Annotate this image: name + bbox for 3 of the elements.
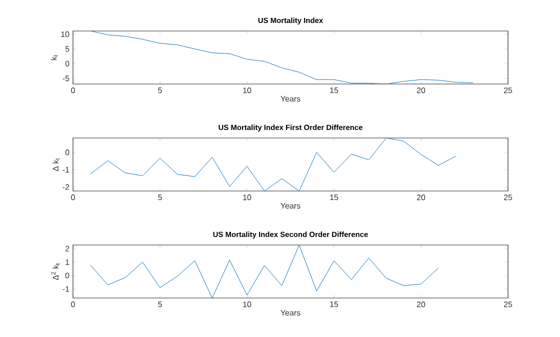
line-series [90, 245, 439, 298]
line-series [90, 31, 474, 84]
line-series [90, 138, 456, 192]
